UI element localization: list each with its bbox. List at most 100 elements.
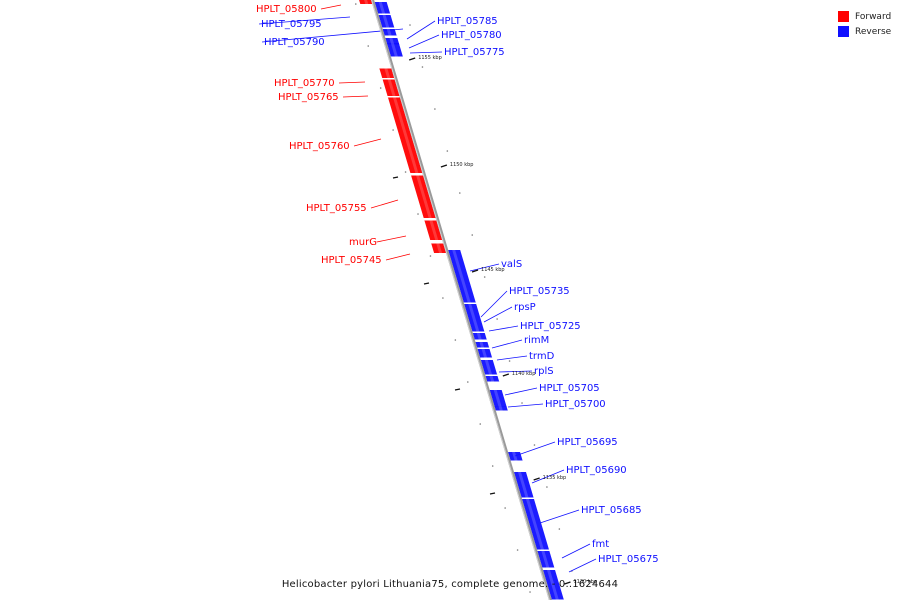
scale-dot [442,297,444,299]
scale-dot [479,423,482,425]
scale-dot [491,465,494,467]
gene-leader-line [539,509,580,524]
gene-arrow [431,243,447,253]
gene-label: HPLT_05800 [256,4,317,15]
gene-label: HPLT_05775 [444,47,505,58]
gene-highlight [384,68,391,78]
gene-arrow [485,376,500,382]
gene-leader-line [408,34,440,49]
gene-arrow [382,29,397,36]
gene-arrow [477,349,493,358]
gene-leader-line [483,306,513,323]
gene-leader-line [480,290,508,318]
minor-tick-mark [392,176,399,179]
scale-dot [379,87,382,89]
gene-label: HPLT_05765 [278,92,339,103]
gene-leader-line [514,441,556,457]
scale-dot [454,339,457,341]
gene-arrow [537,551,555,568]
legend-forward-label: Forward [855,11,892,22]
gene-highlight [489,376,495,382]
legend: Forward Reverse [838,9,891,39]
gene-label: trmD [529,351,555,362]
minor-tick-mark [454,388,461,391]
gene-highlight [429,220,439,240]
gene-arrow [382,79,400,96]
reverse-swatch [838,26,849,37]
tick-label: 1150 kbp [450,162,474,168]
scale-dot [496,318,498,320]
gene-arrow [475,342,490,348]
gene-highlight [525,499,545,550]
gene-leader-line [385,253,411,261]
gene-leader-line [504,387,538,396]
gene-arrow [489,390,507,407]
scale-dot [533,444,536,446]
gene-highlight [378,2,386,14]
gene-highlight [512,452,518,461]
gene-label: HPLT_05745 [321,255,382,266]
scale-dot [367,45,370,47]
scale-dot [546,486,548,488]
gene-arrow [378,15,395,28]
gene-leader-line [496,355,528,361]
gene-label: HPLT_05685 [581,505,642,516]
gene-leader-line [370,199,399,209]
gene-leader-line [498,370,533,373]
gene-highlight [476,333,482,340]
gene-arrow [374,2,391,14]
gene-leader-line [320,4,342,10]
gene-label: rpsP [514,302,536,313]
gene-arrow [521,499,550,550]
scale-dot [471,234,474,236]
gene-label: fmt [592,539,609,550]
gene-label: HPLT_05695 [557,437,618,448]
gene-arrow [472,333,487,340]
scale-dot [417,213,419,215]
gene-leader-line [409,51,443,54]
tick-mark [533,477,540,481]
gene-leader-line [488,325,519,332]
scale-dot [458,192,461,194]
gene-highlight [387,79,396,96]
gene-highlight [452,250,471,303]
gene-highlight [468,304,480,332]
gene-label: rimM [524,335,549,346]
gene-label: murG [349,237,377,248]
scale-dot [558,528,561,530]
gene-leader-line [261,28,404,43]
gene-highlight [364,0,369,4]
gene-highlight [541,551,550,568]
gene-leader-line [491,339,523,349]
gene-leader-line [561,543,591,559]
gene-label: HPLT_05725 [520,321,581,332]
legend-forward: Forward [838,9,891,24]
gene-highlight [481,349,488,358]
gene-leader-line [338,81,366,84]
tick-mark [440,164,448,168]
scale-dot [434,108,436,110]
gene-highlight [386,29,392,36]
gene-leader-line [258,16,351,25]
gene-leader-line [376,235,407,243]
gene-arrow [464,304,485,332]
legend-reverse-label: Reverse [855,26,892,37]
gene-label: valS [501,259,522,270]
gene-arrow [448,250,476,303]
gene-leader-line [507,403,544,408]
gene-highlight [392,97,419,173]
gene-label: HPLT_05705 [539,383,600,394]
gene-arrow [480,360,498,375]
gene-label: HPLT_05735 [509,286,570,297]
gene-highlight [498,406,503,411]
gene-leader-line [568,558,597,573]
scale-dot [504,507,506,509]
tick-label: 1130 kbp [573,579,597,585]
gene-highlight [493,390,502,407]
gene-highlight [390,43,398,57]
gene-arrow [379,68,395,78]
gene-arrow [386,43,403,57]
forward-swatch [838,11,849,22]
minor-tick-mark [489,492,496,495]
